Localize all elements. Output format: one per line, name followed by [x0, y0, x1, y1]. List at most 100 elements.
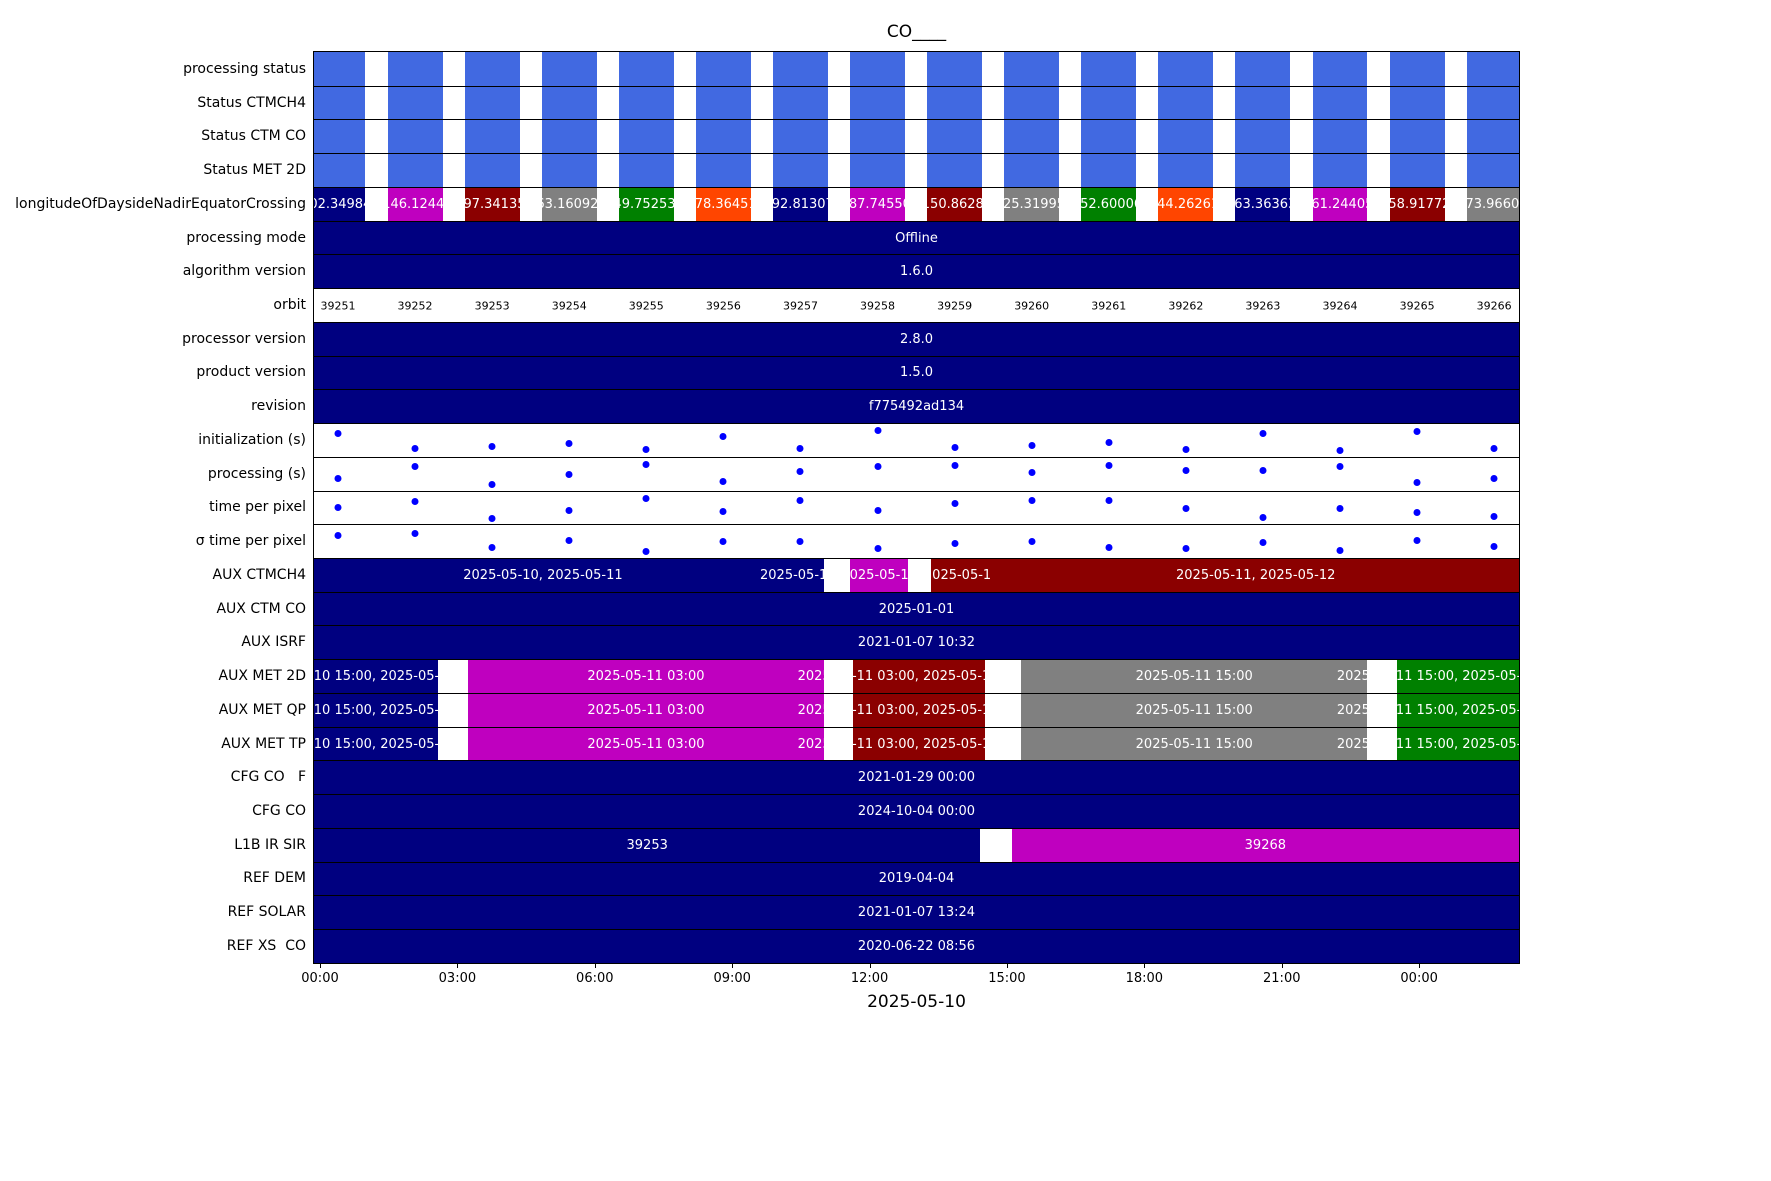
- longitude-value: -52.60006: [1075, 196, 1143, 212]
- x-tick-label: 18:00: [1125, 971, 1164, 986]
- label-cell-product-version: product version: [0, 356, 306, 390]
- status-bar: [541, 120, 597, 154]
- scatter-dot: [1182, 545, 1190, 553]
- scatter-dot: [411, 530, 419, 538]
- status-bar: [772, 154, 828, 187]
- label-cell-status-met-2d: Status MET 2D: [0, 153, 306, 187]
- status-bar: [314, 86, 366, 120]
- row-label-processing-status: processing status: [183, 60, 306, 77]
- x-tick-label: 00:00: [1400, 971, 1438, 986]
- label-cell-aux-ctmch4: AUX CTMCH4: [0, 558, 306, 592]
- row-label-status-met-2d: Status MET 2D: [203, 162, 306, 179]
- longitude-value: -63.36363: [1229, 196, 1297, 212]
- status-bar: [314, 154, 366, 187]
- time-segment: 2025-05-11 03:00: [468, 727, 824, 761]
- time-segment-label: 2025-05-12: [923, 567, 1000, 583]
- scatter-dot: [874, 463, 882, 471]
- longitude-cell: -150.86285: [917, 187, 992, 221]
- label-cell-aux-met-qp: AUX MET QP: [0, 693, 306, 727]
- x-tick-label: 09:00: [713, 971, 751, 986]
- scatter-dot: [411, 445, 419, 453]
- label-cell-processing-status: processing status: [0, 52, 306, 86]
- value-bar-label: 2021-01-07 13:24: [857, 905, 976, 921]
- time-segment-label: 2025-05-11 03:00: [587, 669, 705, 685]
- status-bar: [1158, 52, 1214, 86]
- label-cell-ref-xs-co: REF XS CO: [0, 929, 306, 963]
- orbit-number: 39256: [705, 299, 741, 312]
- status-bar: [1312, 86, 1368, 120]
- scatter-dot: [1182, 446, 1190, 454]
- status-bar: [695, 154, 751, 187]
- time-segment-label: 2025-05-11 03:00: [587, 736, 705, 752]
- row-track-longitudeofdaysidenadirequatorcrossing: -102.349845-146.12448 -97.34135 -63.160922…: [314, 186, 1519, 221]
- time-segment: 39268: [1011, 828, 1519, 862]
- scatter-dot: [951, 499, 959, 507]
- x-tick-label: 15:00: [988, 971, 1026, 986]
- longitude-cell: -146.12448: [378, 187, 453, 221]
- scatter-dot: [874, 506, 882, 514]
- status-bar: [1389, 154, 1445, 187]
- longitude-value: -44.26261: [1152, 196, 1220, 212]
- label-cell-processing-mode: processing mode: [0, 221, 306, 255]
- scatter-dot: [796, 445, 804, 453]
- x-tick-mark: [732, 964, 734, 968]
- row-track-processing-mode: Offline: [314, 220, 1519, 255]
- orbit-number: 39252: [397, 299, 433, 312]
- status-bar: [618, 86, 674, 120]
- status-bar: [695, 52, 751, 86]
- scatter-dot: [1259, 467, 1267, 474]
- status-bar: [927, 86, 983, 120]
- scatter-dot: [488, 544, 496, 552]
- scatter-dot: [796, 468, 804, 476]
- scatter-dot: [1336, 546, 1344, 554]
- row-label-revision: revision: [251, 398, 306, 415]
- longitude-value: -58.91772: [1383, 196, 1451, 212]
- scatter-dot: [951, 444, 959, 452]
- scatter-dot: [565, 470, 573, 478]
- row-track-aux-ctm-co: 2025-01-01: [314, 591, 1519, 626]
- value-bar: 2021-01-07 10:32: [314, 626, 1519, 660]
- label-cell-ref-solar: REF SOLAR: [0, 895, 306, 929]
- row-track-ref-xs-co: 2020-06-22 08:56: [314, 929, 1519, 963]
- value-bar: 2.8.0: [314, 322, 1519, 356]
- label-cell-status-ctm-co: Status CTM CO: [0, 119, 306, 153]
- longitude-cell: -78.36451: [690, 187, 757, 221]
- row-track-processing-status: [314, 52, 1519, 86]
- time-segment-label: 2025-05-10 15:00, 2025-05-11 03:00: [314, 736, 497, 752]
- label-cell-aux-isrf: AUX ISRF: [0, 625, 306, 659]
- time-segment-label: 2025-05-11 03:00, 2025-05-11 15:00: [797, 702, 1041, 718]
- status-bar: [618, 52, 674, 86]
- x-tick-mark: [594, 964, 596, 968]
- longitude-value: -97.34135: [458, 196, 526, 212]
- status-bar: [850, 86, 905, 120]
- longitude-cell: -49.752537: [609, 187, 684, 221]
- status-bar: [541, 52, 597, 86]
- status-bar: [1312, 120, 1368, 154]
- status-bar: [314, 120, 366, 154]
- row-label-processing-s: processing (s): [207, 465, 306, 482]
- time-segment-label: 2025-05-11 15:00: [1135, 702, 1253, 718]
- time-segment: 2025-05-11 03:00: [468, 693, 824, 727]
- time-segment-label: 2025-05-11, 2025-05-12: [1176, 567, 1336, 583]
- orbit-number: 39262: [1168, 299, 1204, 312]
- orbit-number: 39255: [628, 299, 664, 312]
- row-track-product-version: 1.5.0: [314, 355, 1519, 390]
- orbit-number: 39258: [860, 299, 896, 312]
- status-bar: [1004, 86, 1060, 120]
- status-bar: [1004, 154, 1060, 187]
- scatter-dot: [1105, 544, 1113, 552]
- status-bar: [772, 120, 828, 154]
- status-bar: [1389, 120, 1445, 154]
- x-tick-mark: [1006, 964, 1008, 968]
- status-bar: [850, 120, 905, 154]
- status-bar: [1158, 120, 1214, 154]
- scatter-dot: [565, 506, 573, 514]
- status-bar: [387, 120, 443, 154]
- longitude-value: -49.752537: [608, 196, 684, 212]
- row-label-cfg-co: CFG CO: [252, 803, 306, 820]
- scatter-dot: [1028, 538, 1036, 546]
- status-bar: [1081, 86, 1137, 120]
- status-bar: [695, 86, 751, 120]
- value-bar-label: Offline: [895, 230, 938, 246]
- time-segment: 39253: [314, 828, 981, 862]
